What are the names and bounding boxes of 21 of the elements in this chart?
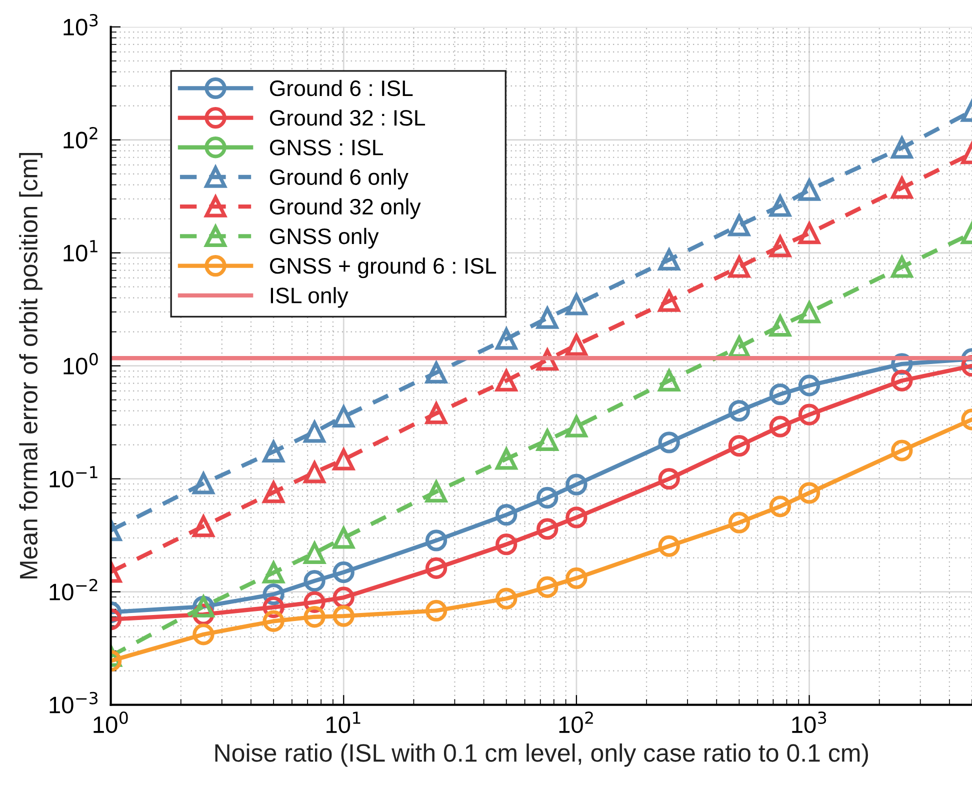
y-tick-label: 10$^{3}$: [64, 14, 98, 36]
x-tick-label: 10$^{2}$: [559, 712, 593, 734]
legend-label: Ground 6 only: [270, 168, 408, 190]
y-tick-label: 10$^{0}$: [64, 352, 98, 374]
legend-label: GNSS + ground 6 : ISL: [270, 257, 496, 278]
x-axis-title: Noise ratio (ISL with 0.1 cm level, only case ratio to 0.1 cm): [215, 743, 868, 767]
legend-label: GNSS only: [270, 228, 379, 249]
x-tick-label: 10$^{3}$: [792, 712, 826, 734]
legend-label: Ground 32 only: [270, 198, 421, 219]
x-tick-label: 10$^{1}$: [326, 712, 360, 734]
y-tick-label: 10$^{−2}$: [50, 578, 98, 600]
y-axis-title: Mean formal error of orbit position [cm]: [19, 152, 42, 578]
y-tick-label: 10$^{2}$: [64, 126, 98, 148]
legend-label: Ground 32 : ISL: [270, 109, 426, 126]
legend-label: GNSS : ISL: [270, 140, 383, 156]
x-tick-label: 10$^{0}$: [94, 712, 128, 734]
legend-label: Ground 6 : ISL: [270, 80, 413, 96]
y-tick-label: 10$^{1}$: [64, 240, 98, 262]
y-tick-label: 10$^{−1}$: [50, 466, 98, 488]
legend-label: ISL only: [270, 287, 348, 308]
y-tick-label: 10$^{−3}$: [50, 692, 98, 714]
